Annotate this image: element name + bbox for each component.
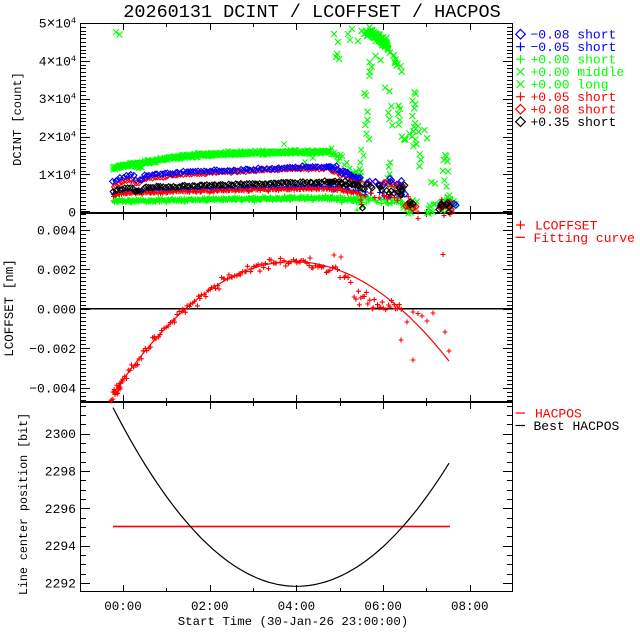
svg-text:2296: 2296	[45, 502, 76, 517]
svg-text:08:00: 08:00	[451, 600, 489, 614]
svg-text:+0.00 short: +0.00 short	[531, 53, 617, 68]
svg-text:0.000: 0.000	[37, 302, 76, 317]
svg-text:−0.08 short: −0.08 short	[531, 28, 617, 43]
svg-text:06:00: 06:00	[364, 600, 402, 614]
svg-text:Line center position [bit]: Line center position [bit]	[17, 413, 31, 595]
svg-text:+0.08 short: +0.08 short	[531, 103, 617, 118]
svg-text:4×104: 4×104	[39, 54, 76, 71]
svg-text:+0.00 long: +0.00 long	[531, 78, 609, 93]
svg-text:+0.05 short: +0.05 short	[531, 90, 617, 105]
svg-text:Fitting curve: Fitting curve	[534, 231, 635, 246]
svg-text:−0.05 short: −0.05 short	[531, 40, 617, 55]
svg-text:+0.35 short: +0.35 short	[531, 115, 617, 130]
svg-text:LCOFFSET: LCOFFSET	[535, 219, 598, 234]
svg-text:HACPOS: HACPOS	[535, 407, 582, 422]
svg-text:2×104: 2×104	[39, 130, 76, 147]
svg-text:+0.00 middle: +0.00 middle	[531, 65, 625, 80]
svg-text:2292: 2292	[45, 577, 76, 592]
svg-text:DCINT [count]: DCINT [count]	[11, 72, 25, 166]
svg-text:20260131 DCINT / LCOFFSET / HA: 20260131 DCINT / LCOFFSET / HACPOS	[123, 2, 500, 23]
svg-text:2294: 2294	[45, 539, 76, 554]
svg-text:Best HACPOS: Best HACPOS	[534, 419, 620, 434]
svg-text:3×104: 3×104	[39, 92, 76, 109]
svg-text:02:00: 02:00	[191, 600, 229, 614]
svg-text:2300: 2300	[45, 427, 76, 442]
svg-text:0: 0	[68, 206, 76, 221]
svg-text:0.004: 0.004	[37, 223, 76, 238]
svg-text:LCOFFSET [nm]: LCOFFSET [nm]	[3, 259, 17, 357]
svg-text:04:00: 04:00	[278, 600, 316, 614]
svg-text:0.002: 0.002	[37, 263, 76, 278]
svg-text:2298: 2298	[45, 465, 76, 480]
svg-text:00:00: 00:00	[104, 600, 142, 614]
svg-text:−0.002: −0.002	[29, 342, 76, 357]
svg-text:−0.004: −0.004	[29, 381, 76, 396]
svg-text:1×104: 1×104	[39, 167, 76, 184]
svg-text:5×104: 5×104	[39, 16, 76, 33]
svg-text:Start Time (30-Jan-26 23:00:00: Start Time (30-Jan-26 23:00:00)	[178, 615, 409, 629]
